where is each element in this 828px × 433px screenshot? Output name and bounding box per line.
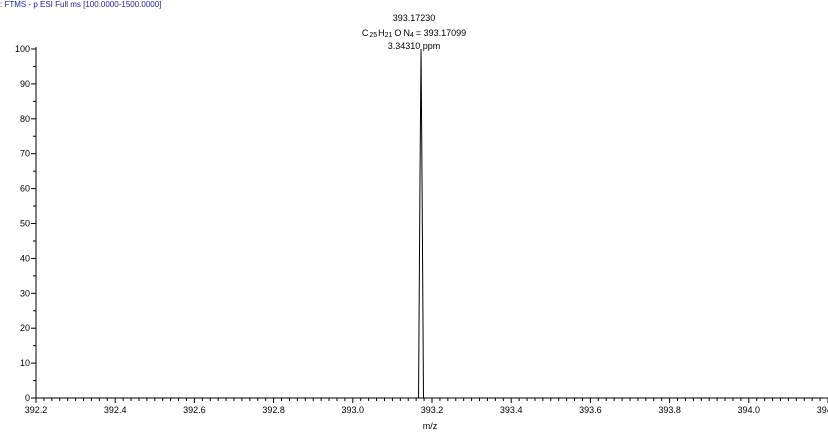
axes [35, 47, 828, 399]
y-tick-label: 40 [20, 253, 30, 263]
formula-n: N [403, 28, 410, 38]
y-tick-label: 0 [25, 393, 30, 403]
peak-error-label: 3.34310 ppm [388, 41, 441, 51]
series [36, 48, 828, 399]
x-tick-label: 393.2 [421, 405, 444, 415]
y-tick-label: 100 [15, 44, 30, 54]
formula-h-count: 21 [385, 32, 393, 39]
y-tick-label: 60 [20, 184, 30, 194]
scan-filter-header: : FTMS - p ESI Full ms [100.0000-1500.00… [0, 0, 162, 9]
x-tick-label: 392.8 [262, 405, 285, 415]
y-tick-label: 50 [20, 219, 30, 229]
formula-h: H [378, 28, 385, 38]
y-tick-label: 20 [20, 323, 30, 333]
x-tick-label: 393.6 [579, 405, 602, 415]
y-tick-label: 90 [20, 79, 30, 89]
y-tick-label: 10 [20, 358, 30, 368]
x-tick-label: 392.6 [183, 405, 206, 415]
formula-c: C [362, 28, 369, 38]
x-tick-label: 394.2 [817, 405, 828, 415]
x-tick-label: 393.0 [342, 405, 365, 415]
y-tick-label: 70 [20, 149, 30, 159]
x-axis-label: m/z [423, 421, 438, 431]
formula-c-count: 25 [369, 32, 377, 39]
ticks: 0 10 20 30 40 50 60 70 80 90 100 392.2 392.4 392.6 392… [15, 44, 828, 415]
formula-o: O [394, 28, 401, 38]
y-tick-label: 30 [20, 288, 30, 298]
x-tick-label: 393.8 [658, 405, 681, 415]
peak-mz-label: 393.17230 [393, 13, 436, 23]
y-tick-label: 80 [20, 114, 30, 124]
x-tick-label: 393.4 [500, 405, 523, 415]
formula-calc-mass: = 393.17099 [416, 28, 466, 38]
x-tick-label: 394.0 [738, 405, 761, 415]
x-tick-label: 392.4 [104, 405, 127, 415]
formula-n-count: 4 [410, 32, 414, 39]
spectrum-line [36, 48, 828, 399]
peak-formula-label: C25H21 O N4 = 393.17099 [362, 28, 466, 39]
x-tick-label: 392.2 [25, 405, 48, 415]
peak-annotation: 393.17230 C25H21 O N4 = 393.17099 3.34310 p… [362, 13, 466, 51]
